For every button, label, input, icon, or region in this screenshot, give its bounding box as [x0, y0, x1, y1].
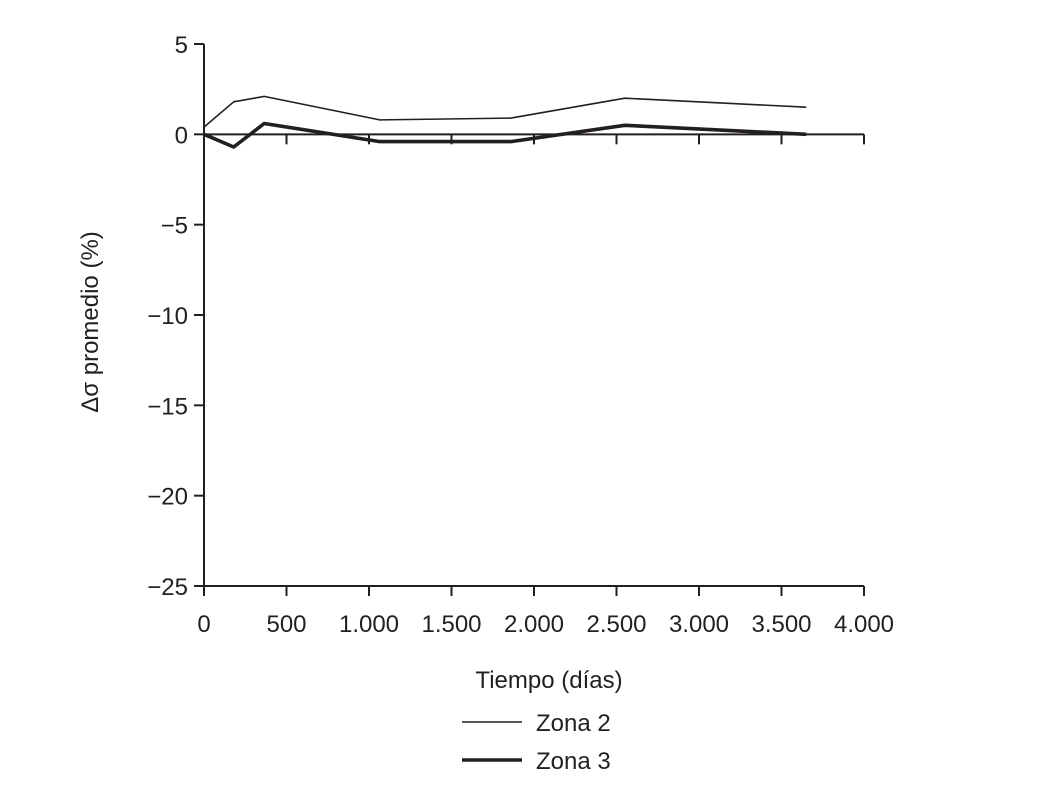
axes: 5 0 −5 −10 −15 −20 −25 0 500 1.000 1.500 2.000 2.500…	[147, 32, 894, 638]
x-tick-label: 2.000	[504, 611, 564, 638]
y-tick-label: 0	[175, 122, 188, 149]
x-tick-label: 3.000	[669, 611, 729, 638]
x-tick-label: 1.000	[339, 611, 399, 638]
y-axis-label: Δσ promedio (%)	[77, 231, 104, 413]
series-line-zona-2	[203, 95, 807, 128]
y-tick-label: −20	[147, 484, 188, 511]
legend-item: Zona 2	[462, 710, 611, 737]
y-tick-label: −5	[161, 213, 188, 240]
x-tick-label: 1.500	[421, 611, 481, 638]
series-lines	[203, 95, 807, 149]
x-axis-label: Tiempo (días)	[475, 667, 622, 694]
x-tick-label: 3.500	[751, 611, 811, 638]
y-tick-label: −25	[147, 574, 188, 601]
x-tick-label: 2.500	[586, 611, 646, 638]
legend: Zona 2 Zona 3	[462, 710, 611, 775]
x-tick-label: 0	[197, 611, 210, 638]
y-tick-label: −10	[147, 303, 188, 330]
x-tick-label: 4.000	[834, 611, 894, 638]
x-tick-label: 500	[266, 611, 306, 638]
legend-item: Zona 3	[462, 748, 611, 775]
y-tick-label: −15	[147, 393, 188, 420]
y-tick-label: 5	[175, 32, 188, 59]
legend-label: Zona 3	[536, 748, 611, 775]
legend-label: Zona 2	[536, 710, 611, 737]
series-line-zona-3	[203, 121, 807, 149]
